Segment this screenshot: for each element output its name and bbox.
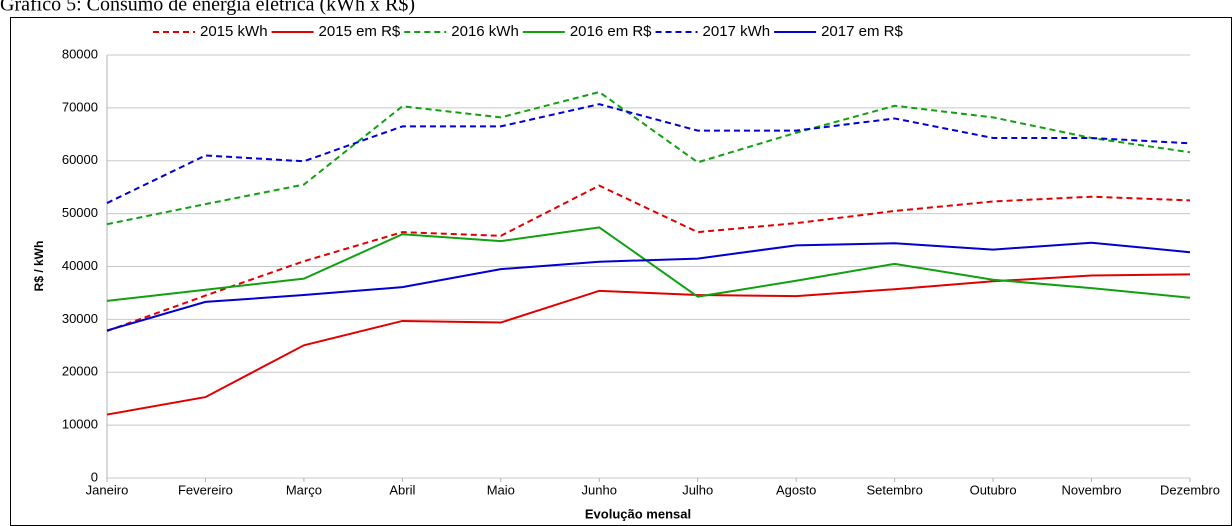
legend-label: 2016 em R$: [570, 23, 652, 40]
y-tick-label: 10000: [62, 417, 98, 432]
y-tick-label: 30000: [62, 311, 98, 326]
series-line: [106, 103, 1191, 204]
series-line: [106, 226, 1191, 302]
legend-label: 2016 kWh: [451, 23, 519, 40]
x-tick-label: Setembro: [866, 482, 922, 497]
legend-label: 2015 em R$: [319, 23, 401, 40]
x-tick-label: Outubro: [970, 482, 1017, 497]
legend-label: 2015 kWh: [200, 23, 268, 40]
x-tick-label: Março: [286, 482, 322, 497]
x-axis-label: Evolução mensal: [585, 506, 691, 521]
series-line: [106, 241, 1191, 332]
x-tick-label: Julho: [682, 482, 713, 497]
x-tick-label: Novembro: [1062, 482, 1122, 497]
x-tick-label: Dezembro: [1160, 482, 1220, 497]
x-tick-label: Janeiro: [86, 482, 129, 497]
legend-label: 2017 em R$: [821, 23, 903, 40]
x-tick-label: Maio: [487, 482, 515, 497]
y-tick-label: 80000: [62, 46, 98, 61]
x-tick-label: Junho: [582, 482, 617, 497]
legend-label: 2017 kWh: [703, 23, 771, 40]
chart-frame: [10, 17, 1232, 526]
chart-title: Gráfico 5: Consumo de energia elétrica (…: [0, 0, 415, 16]
y-tick-label: 40000: [62, 258, 98, 273]
x-tick-label: Abril: [389, 482, 415, 497]
series-line: [106, 90, 1191, 226]
y-axis-label: R$ / kWh: [32, 241, 46, 292]
x-tick-label: Agosto: [776, 482, 816, 497]
y-tick-label: 50000: [62, 205, 98, 220]
y-tick-label: 0: [91, 469, 98, 484]
y-tick-label: 20000: [62, 364, 98, 379]
y-tick-label: 60000: [62, 152, 98, 167]
x-tick-label: Fevereiro: [178, 482, 233, 497]
y-tick-label: 70000: [62, 99, 98, 114]
series-line: [106, 184, 1191, 332]
